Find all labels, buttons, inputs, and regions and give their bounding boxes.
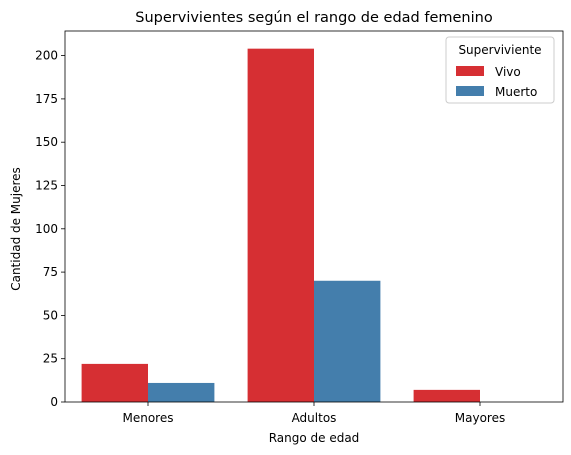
legend-label-vivo: Vivo [495, 65, 521, 79]
y-tick-label: 125 [35, 178, 58, 192]
bar-vivo-menores [81, 363, 148, 402]
y-tick-label: 0 [50, 395, 58, 409]
legend-title: Superviviente [458, 43, 541, 57]
chart-title: Supervivientes según el rango de edad fe… [135, 10, 493, 26]
legend-label-muerto: Muerto [495, 85, 537, 99]
legend: Superviviente Vivo Muerto [445, 36, 555, 104]
y-tick-label: 150 [35, 135, 58, 149]
bar-vivo-adultos [247, 48, 314, 403]
y-tick-label: 25 [43, 352, 58, 366]
x-axis-label: Rango de edad [269, 431, 360, 445]
x-tick-label: Adultos [292, 411, 337, 425]
bar-muerto-menores [148, 382, 215, 402]
legend-swatch-muerto [456, 86, 484, 96]
bar-vivo-mayores [413, 389, 480, 402]
y-tick-label: 50 [43, 308, 58, 322]
bar-muerto-adultos [314, 280, 381, 402]
legend-swatch-vivo [456, 66, 484, 76]
y-tick-label: 100 [35, 222, 58, 236]
y-tick-label: 75 [43, 265, 58, 279]
y-axis-label: Cantidad de Mujeres [9, 167, 23, 291]
x-tick-label: Menores [123, 411, 174, 425]
y-tick-label: 200 [35, 49, 58, 63]
plot-area: 0 25 50 75 100 125 150 175 200 Menores Adultos Mayo… [35, 30, 564, 425]
x-tick-label: Mayores [455, 411, 505, 425]
y-tick-label: 175 [35, 92, 58, 106]
